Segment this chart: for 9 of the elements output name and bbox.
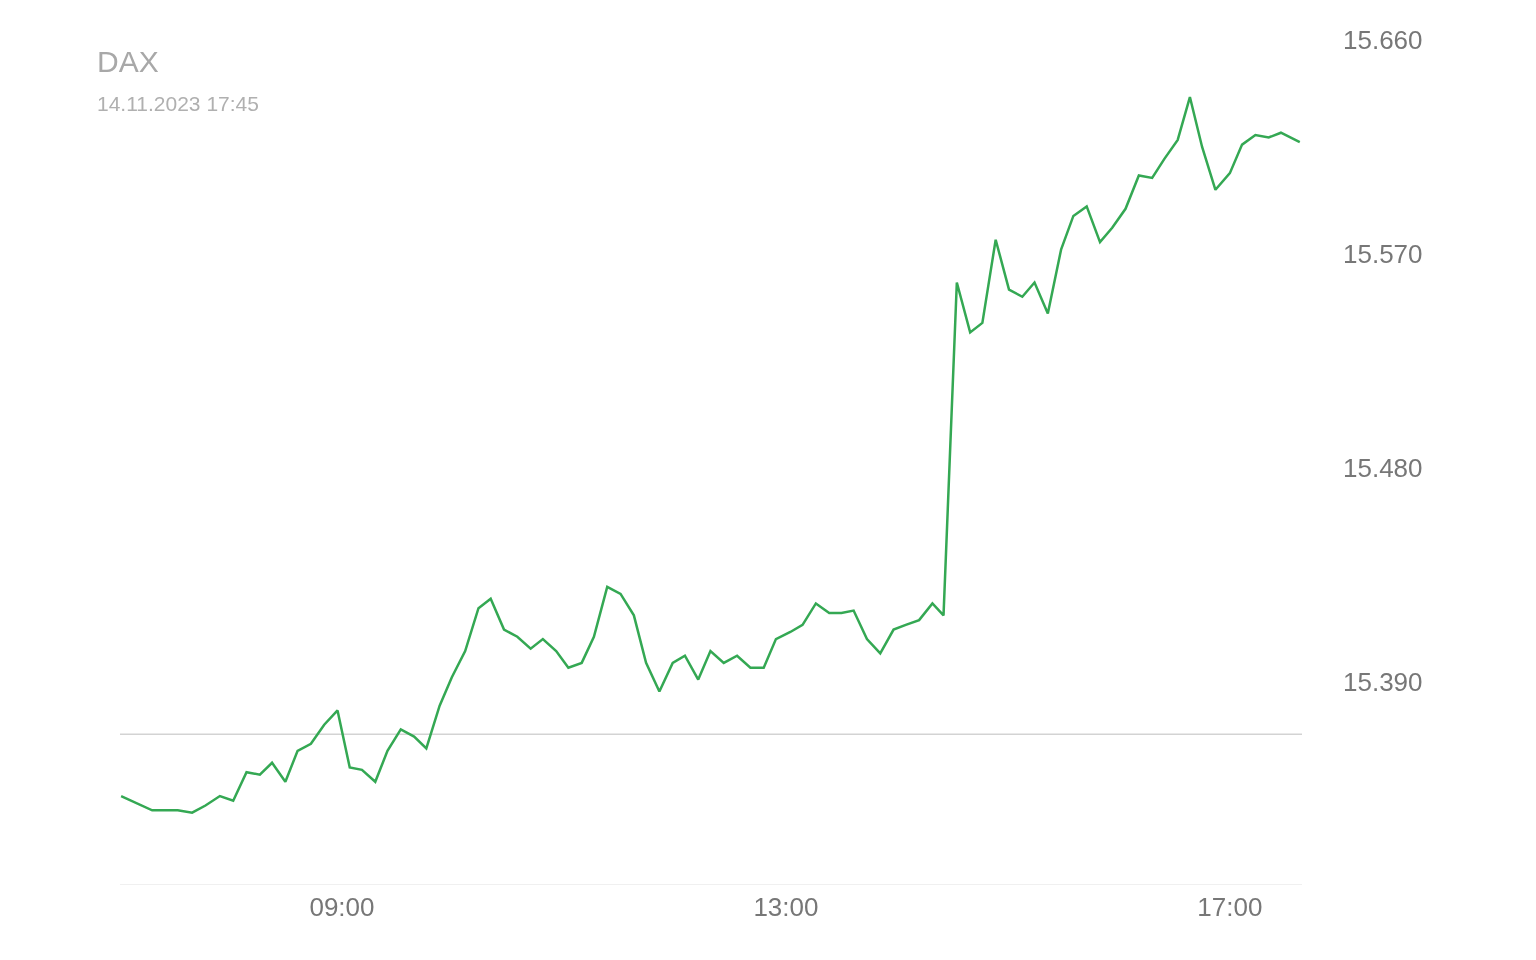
x-tick-label: 17:00	[1197, 892, 1263, 923]
y-tick-label: 15.660	[1343, 25, 1423, 56]
text: 14.11.2023 17:45	[97, 92, 259, 115]
y-tick-label: 15.570	[1343, 239, 1423, 270]
x-tick-label: 13:00	[753, 892, 819, 923]
chart-title: DAX	[97, 45, 159, 78]
y-tick-label: 15.480	[1343, 453, 1423, 484]
x-tick-label: 09:00	[309, 892, 375, 923]
y-tick-label: 15.390	[1343, 667, 1423, 698]
